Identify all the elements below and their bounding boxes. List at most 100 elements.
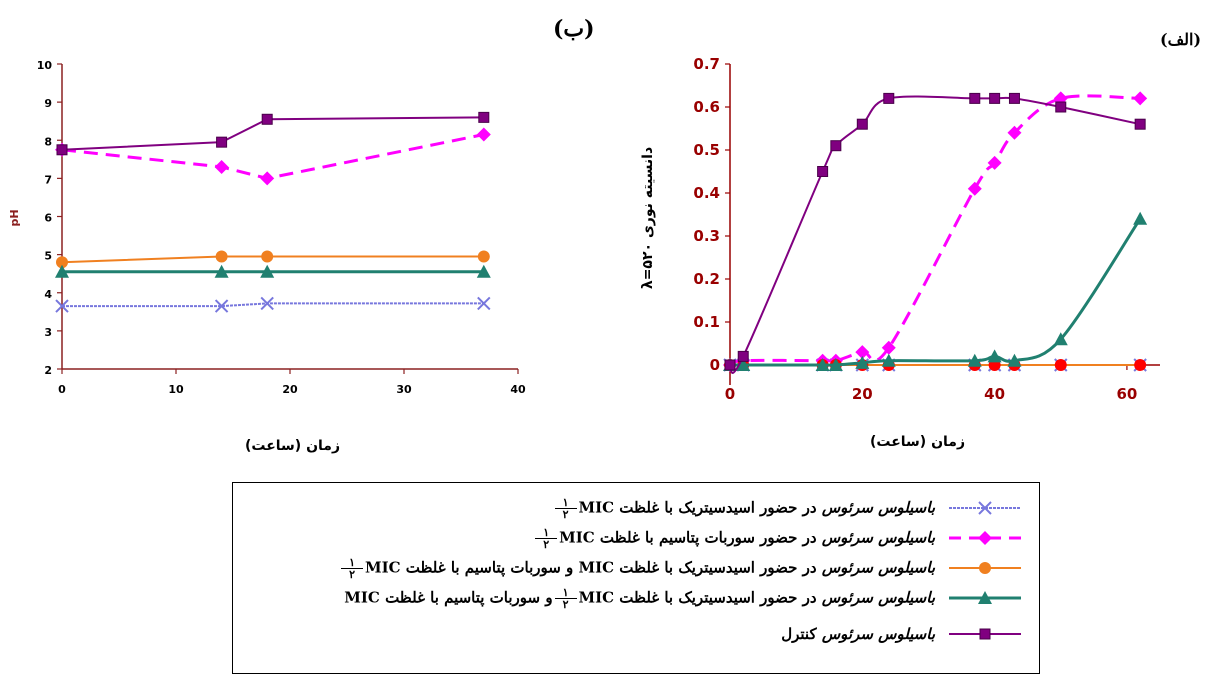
ph-series-s4 bbox=[55, 264, 491, 278]
od-x-tick-label: 60 bbox=[1116, 385, 1137, 403]
ph-y-tick-label: 10 bbox=[37, 59, 53, 72]
ph-x-tick-label: 20 bbox=[282, 383, 298, 396]
legend-label-suffix: و سوربات پتاسیم با غلظت MIC bbox=[344, 588, 553, 606]
od-series-s5 bbox=[724, 92, 1146, 374]
od-point-s5 bbox=[737, 350, 749, 362]
ph-y-tick-label: 8 bbox=[44, 135, 52, 148]
od-x-tick-label: 40 bbox=[984, 385, 1005, 403]
legend-label-text: کنترل bbox=[781, 625, 822, 643]
legend-label-species: باسیلوس سرئوس bbox=[821, 588, 935, 606]
ph-point-s3 bbox=[215, 250, 228, 263]
od-point-s5 bbox=[817, 166, 829, 177]
od-y-tick-label: 0.5 bbox=[693, 141, 720, 159]
ph-line-s2 bbox=[61, 133, 485, 180]
legend-swatch-s3 bbox=[949, 562, 1021, 574]
legend-fraction-denominator: ۲ bbox=[562, 597, 569, 611]
od-point-s4 bbox=[881, 353, 896, 367]
ph-point-s5 bbox=[261, 113, 273, 125]
chart-ph: 2 3 4 5 6 7 8 9 10 0 10 20 30 40 pH bbox=[8, 59, 526, 396]
ph-point-s3 bbox=[261, 250, 274, 263]
legend-marker-s3 bbox=[979, 562, 991, 574]
ph-series-s3 bbox=[56, 250, 490, 269]
ph-point-s4 bbox=[214, 264, 229, 278]
od-point-s4 bbox=[1133, 211, 1148, 225]
legend-fraction-denominator: ۲ bbox=[562, 507, 569, 521]
od-point-s5 bbox=[969, 92, 981, 104]
legend-label-text: در حضور اسیدسیتریک با غلظت MIC bbox=[578, 498, 822, 516]
ph-ylabel: pH bbox=[8, 209, 21, 226]
od-point-s5 bbox=[883, 92, 895, 104]
ph-point-s2 bbox=[214, 159, 229, 174]
od-point-s2 bbox=[967, 181, 982, 196]
ph-y-tick-label: 4 bbox=[44, 288, 52, 301]
legend-label: باسیلوس سرئوس کنترل bbox=[781, 625, 935, 643]
ph-y-tick-label: 6 bbox=[44, 212, 52, 225]
od-point-s4 bbox=[987, 349, 1002, 363]
legend-marker-s4 bbox=[978, 591, 992, 604]
od-series-s2 bbox=[723, 91, 1148, 372]
legend-label-text: در حضور اسیدسیتریک با غلظت MIC و سوربات … bbox=[364, 558, 822, 576]
panel-a-label: (الف) bbox=[1160, 30, 1202, 49]
legend-marker-s2 bbox=[978, 531, 992, 545]
od-point-s5 bbox=[1134, 118, 1146, 130]
od-line-s2 bbox=[729, 94, 1141, 367]
legend-label-species: باسیلوس سرئوس bbox=[821, 528, 935, 546]
od-point-s4 bbox=[828, 358, 843, 371]
ph-y-tick-label: 9 bbox=[44, 97, 52, 110]
od-y-tick-label: 0.1 bbox=[693, 313, 720, 331]
legend-marker-s5 bbox=[979, 628, 991, 640]
ph-y-tick-label: 7 bbox=[44, 173, 52, 186]
od-y-tick-label: 0.3 bbox=[693, 227, 720, 245]
legend-label-species: باسیلوس سرئوس bbox=[821, 625, 935, 643]
legend-fraction-numerator: ۱ bbox=[341, 557, 363, 569]
ph-line-s5 bbox=[61, 116, 484, 151]
od-point-s4 bbox=[967, 353, 982, 367]
od-point-s5 bbox=[1008, 92, 1020, 104]
legend-label: باسیلوس سرئوس در حضور اسیدسیتریک با غلظت… bbox=[553, 497, 935, 520]
ph-line-s3 bbox=[61, 255, 484, 264]
ph-point-s5 bbox=[216, 136, 228, 148]
od-point-s3 bbox=[1054, 359, 1067, 371]
ph-point-s5 bbox=[478, 111, 490, 123]
ph-x-tick-label: 0 bbox=[58, 383, 66, 396]
ph-x-tick-label: 10 bbox=[168, 383, 184, 396]
od-point-s2 bbox=[1007, 125, 1022, 140]
ph-point-s4 bbox=[260, 264, 275, 278]
ph-axes: 2 3 4 5 6 7 8 9 10 0 10 20 30 40 bbox=[37, 59, 526, 396]
legend-item-s1: باسیلوس سرئوس در حضور اسیدسیتریک با غلظت… bbox=[553, 493, 1025, 523]
panel-b-label: (ب) bbox=[553, 16, 595, 42]
legend-swatch-s2 bbox=[949, 531, 1021, 545]
od-point-s4 bbox=[855, 355, 870, 369]
od-point-s5 bbox=[989, 92, 1001, 104]
ph-point-s1 bbox=[477, 296, 491, 311]
ph-point-s3 bbox=[56, 256, 68, 269]
ph-point-s4 bbox=[55, 264, 69, 278]
legend-label: باسیلوس سرئوس در حضور اسیدسیتریک با غلظت… bbox=[344, 587, 935, 610]
od-point-s4 bbox=[1007, 353, 1022, 367]
ph-line-s1 bbox=[62, 302, 484, 308]
legend-marker-s1 bbox=[978, 501, 992, 515]
ph-x-tick-label: 30 bbox=[396, 383, 412, 396]
ph-series-s2 bbox=[55, 127, 491, 186]
od-axes: 0 0.1 0.2 0.3 0.4 0.5 0.6 0.7 0 20 40 60 bbox=[693, 55, 1160, 403]
chart-optical-density: 0 0.1 0.2 0.3 0.4 0.5 0.6 0.7 0 20 40 60 دانسیته نور… bbox=[640, 55, 1160, 403]
ph-point-s1 bbox=[260, 296, 274, 311]
od-point-s3 bbox=[1134, 359, 1147, 371]
legend-item-s4: باسیلوس سرئوس در حضور اسیدسیتریک با غلظت… bbox=[344, 583, 1025, 613]
od-line-s4 bbox=[730, 217, 1142, 367]
legend-fraction-numerator: ۱ bbox=[554, 587, 577, 599]
legend-label-species: باسیلوس سرئوس bbox=[821, 558, 935, 576]
legend-label-species: باسیلوس سرئوس bbox=[821, 498, 935, 516]
od-y-tick-label: 0.2 bbox=[693, 270, 720, 288]
od-point-s2 bbox=[881, 340, 896, 355]
od-point-s5 bbox=[1055, 101, 1067, 113]
od-y-tick-label: 0.4 bbox=[693, 184, 720, 202]
ph-point-s2 bbox=[476, 127, 491, 142]
legend-fraction-numerator: ۱ bbox=[554, 497, 577, 509]
ph-point-s4 bbox=[476, 264, 491, 278]
od-ylabel: دانسیته نوری λ=۵۲۰ bbox=[640, 147, 656, 289]
chart-od-xlabel: زمان (ساعت) bbox=[870, 434, 966, 450]
ph-point-s1 bbox=[55, 299, 69, 313]
